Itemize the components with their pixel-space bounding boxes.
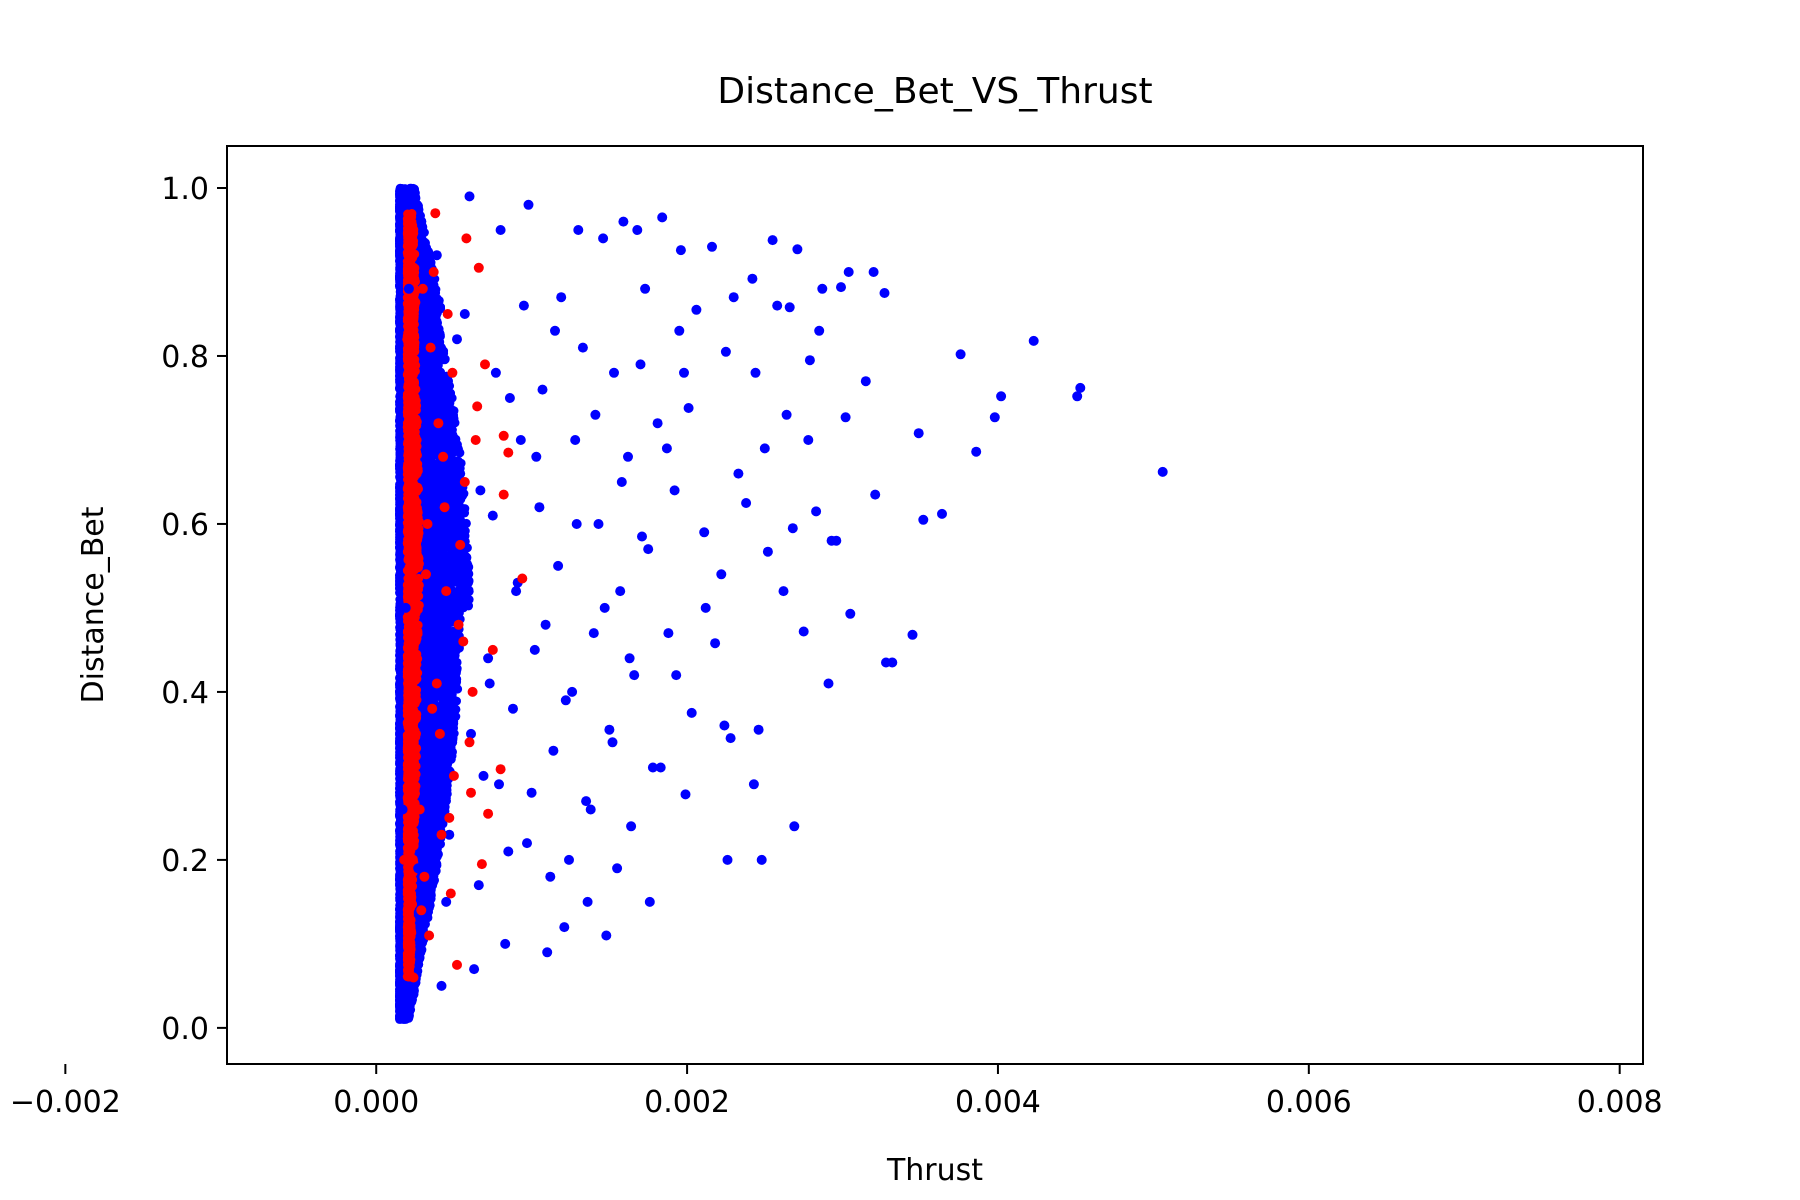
chart-title: Distance_Bet_VS_Thrust [717, 71, 1152, 112]
